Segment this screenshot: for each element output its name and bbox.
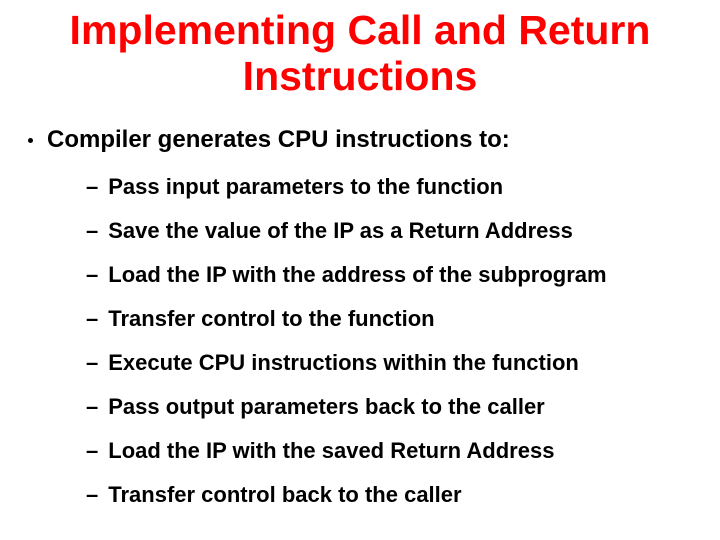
bullet-level1-text: Compiler generates CPU instructions to: [47,126,510,154]
bullet-level2: – Pass input parameters to the function [86,174,702,200]
dash-icon: – [86,394,98,420]
dash-icon: – [86,174,98,200]
bullet-level2: – Transfer control to the function [86,306,702,332]
sub-bullet-list: – Pass input parameters to the function … [86,174,702,508]
bullet-level2-text: Pass output parameters back to the calle… [108,394,545,420]
dash-icon: – [86,350,98,376]
bullet-level2: – Transfer control back to the caller [86,482,702,508]
bullet-level2: – Save the value of the IP as a Return A… [86,218,702,244]
slide-title: Implementing Call and Return Instruction… [18,8,702,100]
bullet-level2: – Execute CPU instructions within the fu… [86,350,702,376]
bullet-level2-text: Load the IP with the address of the subp… [108,262,606,288]
bullet-level2: – Load the IP with the saved Return Addr… [86,438,702,464]
bullet-level2-text: Save the value of the IP as a Return Add… [108,218,573,244]
bullet-level2: – Load the IP with the address of the su… [86,262,702,288]
dash-icon: – [86,482,98,508]
bullet-level2-text: Transfer control back to the caller [108,482,461,508]
dash-icon: – [86,262,98,288]
bullet-level2: – Pass output parameters back to the cal… [86,394,702,420]
bullet-level2-text: Load the IP with the saved Return Addres… [108,438,554,464]
bullet-level2-text: Pass input parameters to the function [108,174,503,200]
bullet-level2-text: Execute CPU instructions within the func… [108,350,579,376]
dash-icon: – [86,306,98,332]
dash-icon: – [86,438,98,464]
bullet-level2-text: Transfer control to the function [108,306,434,332]
slide-container: Implementing Call and Return Instruction… [0,0,720,540]
dash-icon: – [86,218,98,244]
bullet-level1: Compiler generates CPU instructions to: [18,126,702,154]
bullet-dot-icon [28,138,33,143]
